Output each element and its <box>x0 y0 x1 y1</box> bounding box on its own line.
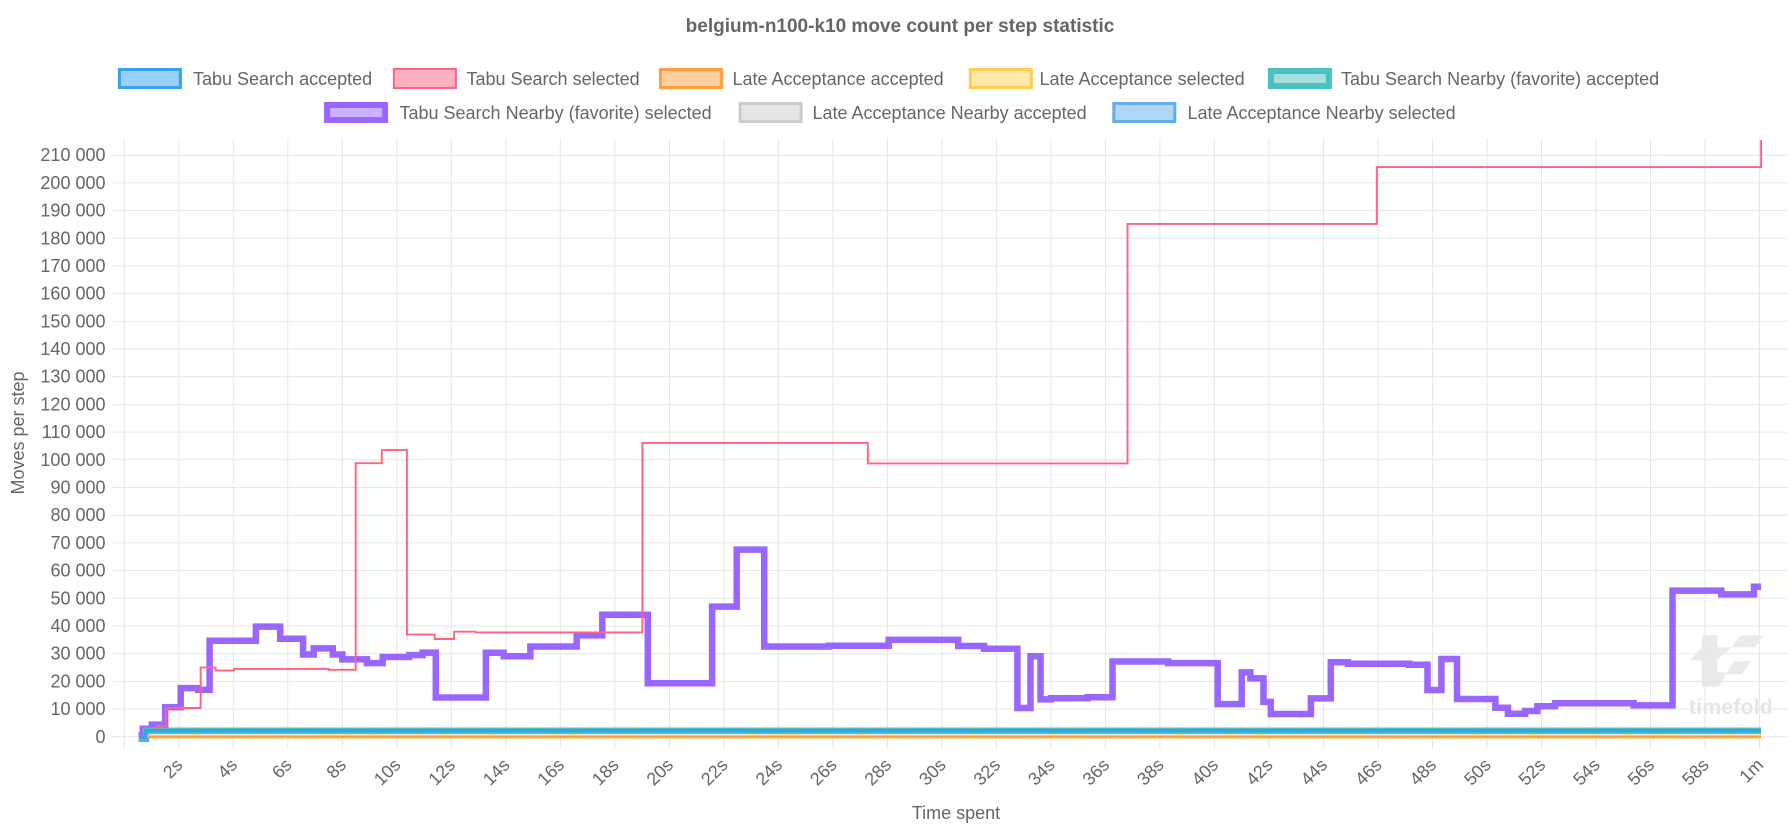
svg-text:120 000: 120 000 <box>40 394 105 414</box>
svg-text:Tabu Search Nearby (favorite): Tabu Search Nearby (favorite) accepted <box>1341 69 1659 89</box>
svg-text:60 000: 60 000 <box>50 561 105 581</box>
svg-text:210 000: 210 000 <box>40 145 105 165</box>
svg-text:Moves per step: Moves per step <box>8 371 28 494</box>
svg-text:150 000: 150 000 <box>40 311 105 331</box>
svg-text:70 000: 70 000 <box>50 533 105 553</box>
svg-text:140 000: 140 000 <box>40 339 105 359</box>
svg-text:50 000: 50 000 <box>50 588 105 608</box>
svg-text:Tabu Search Nearby (favorite): Tabu Search Nearby (favorite) selected <box>400 103 712 123</box>
svg-text:130 000: 130 000 <box>40 367 105 387</box>
svg-text:0: 0 <box>95 727 105 747</box>
svg-text:180 000: 180 000 <box>40 228 105 248</box>
svg-text:160 000: 160 000 <box>40 284 105 304</box>
svg-text:110 000: 110 000 <box>42 422 106 442</box>
svg-text:Late Acceptance Nearby selecte: Late Acceptance Nearby selected <box>1188 103 1456 123</box>
svg-text:20 000: 20 000 <box>50 671 105 691</box>
svg-text:100 000: 100 000 <box>40 450 105 470</box>
svg-text:belgium-n100-k10 move count pe: belgium-n100-k10 move count per step sta… <box>686 16 1115 37</box>
svg-text:Tabu Search accepted: Tabu Search accepted <box>193 69 372 89</box>
svg-text:Late Acceptance Nearby accepte: Late Acceptance Nearby accepted <box>813 103 1087 123</box>
svg-text:Late Acceptance accepted: Late Acceptance accepted <box>733 69 944 89</box>
svg-text:10 000: 10 000 <box>50 699 105 719</box>
svg-text:Tabu Search selected: Tabu Search selected <box>467 69 640 89</box>
svg-text:80 000: 80 000 <box>50 505 105 525</box>
svg-text:90 000: 90 000 <box>50 478 105 498</box>
svg-text:170 000: 170 000 <box>40 256 105 276</box>
svg-text:40 000: 40 000 <box>50 616 105 636</box>
svg-text:30 000: 30 000 <box>50 644 105 664</box>
svg-text:Time spent: Time spent <box>912 803 1000 823</box>
svg-text:200 000: 200 000 <box>40 173 105 193</box>
svg-text:Late Acceptance selected: Late Acceptance selected <box>1040 69 1245 89</box>
svg-text:190 000: 190 000 <box>40 201 105 221</box>
svg-text:timefold: timefold <box>1689 696 1773 719</box>
